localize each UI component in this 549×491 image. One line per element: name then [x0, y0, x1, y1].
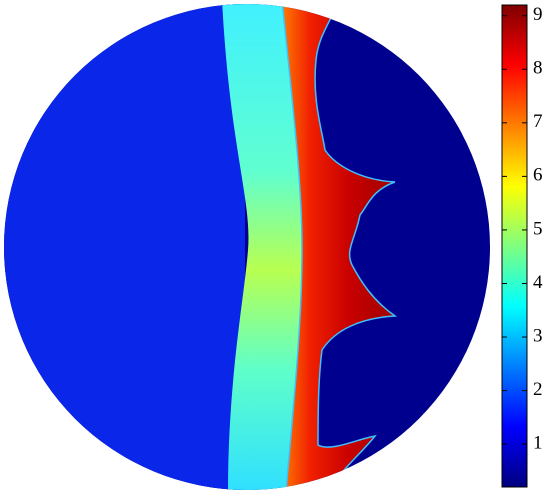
figure: 1 2 3 4 5 6 7 8 9: [0, 0, 549, 491]
colorbar-tick-label: 9: [533, 4, 543, 25]
field: [0, 0, 549, 491]
colorbar-tick-label: 8: [533, 58, 543, 79]
field-region: [0, 0, 245, 491]
colorbar-tick-label: 4: [533, 272, 543, 293]
colorbar: [502, 5, 527, 487]
colorbar-tick-label: 2: [533, 379, 543, 400]
colorbar-tick-label: 7: [533, 111, 543, 132]
colorbar-tick-label: 3: [533, 325, 543, 346]
colorbar-tick-label: 1: [533, 433, 543, 454]
colorbar-tick-label: 6: [533, 165, 543, 186]
colorbar-tick-label: 5: [533, 218, 543, 239]
